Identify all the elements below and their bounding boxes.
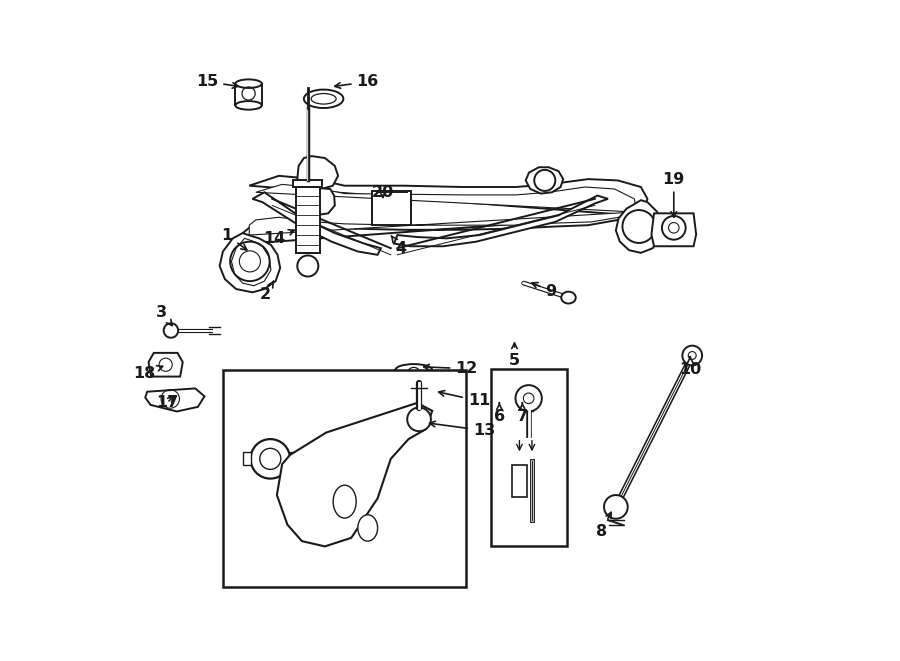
Polygon shape [297, 156, 338, 189]
Ellipse shape [400, 461, 428, 472]
Circle shape [662, 216, 686, 240]
Polygon shape [290, 452, 298, 465]
Polygon shape [148, 353, 183, 377]
Circle shape [516, 385, 542, 411]
Circle shape [407, 408, 431, 431]
Ellipse shape [399, 412, 429, 420]
Polygon shape [296, 187, 320, 253]
Polygon shape [616, 200, 662, 253]
Ellipse shape [562, 292, 576, 303]
Polygon shape [145, 389, 204, 411]
Ellipse shape [358, 515, 378, 541]
Ellipse shape [395, 364, 432, 376]
Ellipse shape [395, 372, 432, 384]
Ellipse shape [333, 485, 356, 518]
Circle shape [682, 346, 702, 366]
Ellipse shape [406, 488, 422, 494]
Text: 15: 15 [196, 74, 238, 89]
Text: 4: 4 [392, 236, 406, 256]
Text: 1: 1 [221, 227, 247, 250]
Polygon shape [293, 180, 322, 187]
Text: 8: 8 [596, 512, 611, 539]
Polygon shape [231, 239, 271, 286]
Text: 19: 19 [662, 172, 685, 217]
Polygon shape [652, 214, 697, 247]
Text: 6: 6 [494, 403, 505, 424]
Text: 2: 2 [260, 282, 274, 302]
Ellipse shape [304, 90, 344, 108]
Text: 13: 13 [429, 421, 495, 438]
Polygon shape [236, 84, 262, 105]
Polygon shape [243, 452, 250, 465]
Text: 16: 16 [335, 74, 379, 89]
Text: 10: 10 [680, 357, 701, 377]
Polygon shape [277, 403, 432, 547]
Polygon shape [249, 184, 635, 235]
Ellipse shape [404, 391, 424, 398]
Text: 14: 14 [263, 230, 294, 246]
Ellipse shape [401, 401, 427, 408]
Text: 11: 11 [438, 391, 490, 408]
Ellipse shape [236, 101, 262, 110]
Polygon shape [526, 167, 563, 194]
Ellipse shape [397, 424, 431, 433]
Circle shape [250, 439, 290, 479]
Text: 17: 17 [156, 395, 178, 410]
Bar [512, 465, 526, 497]
Polygon shape [220, 233, 280, 292]
Bar [373, 191, 410, 225]
Text: 12: 12 [424, 361, 478, 376]
Text: 20: 20 [372, 185, 394, 200]
Polygon shape [243, 176, 647, 244]
Text: 5: 5 [508, 343, 520, 368]
Bar [223, 370, 466, 587]
Polygon shape [394, 196, 608, 247]
Text: 18: 18 [133, 366, 163, 381]
Circle shape [164, 323, 178, 338]
Ellipse shape [395, 447, 433, 457]
Polygon shape [402, 472, 426, 492]
Polygon shape [300, 187, 335, 215]
Ellipse shape [396, 436, 432, 445]
Polygon shape [253, 192, 381, 254]
Text: 7: 7 [517, 403, 528, 424]
Text: 3: 3 [156, 305, 172, 326]
Circle shape [604, 495, 627, 519]
Ellipse shape [236, 79, 262, 88]
Text: 9: 9 [532, 282, 556, 299]
Bar [491, 369, 566, 547]
